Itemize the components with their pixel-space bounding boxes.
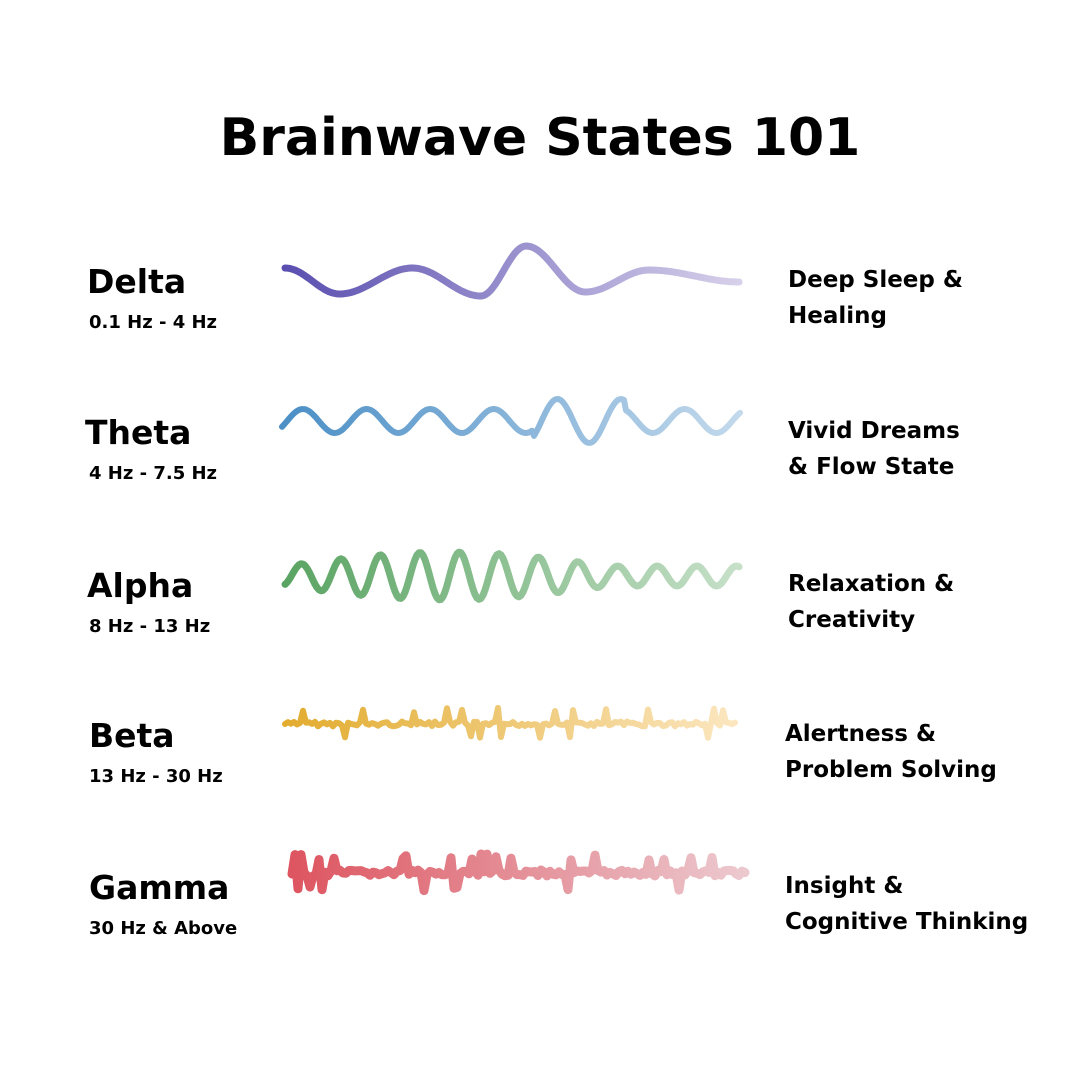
wave-line xyxy=(282,704,738,741)
desc-line: Alertness & xyxy=(785,721,937,747)
state-description: Alertness & Problem Solving xyxy=(785,716,997,788)
gamma-wave xyxy=(287,849,750,896)
beta-wave xyxy=(282,704,738,741)
state-name: Alpha xyxy=(87,566,194,605)
state-description: Relaxation & Creativity xyxy=(788,566,954,638)
state-row-theta: Theta 4 Hz - 7.5 Hz Vivid Dreams & Flow S… xyxy=(0,396,1080,533)
desc-line: Healing xyxy=(788,303,887,329)
state-name: Gamma xyxy=(89,868,230,907)
desc-line: Relaxation & xyxy=(788,571,955,597)
state-row-beta: Beta 13 Hz - 30 Hz Alertness & Problem So… xyxy=(0,704,1080,836)
state-name: Theta xyxy=(85,413,192,452)
desc-line: Insight & xyxy=(785,873,904,899)
desc-line: Problem Solving xyxy=(785,757,997,783)
state-row-delta: Delta 0.1 Hz - 4 Hz Deep Sleep & Healing xyxy=(0,242,1080,382)
theta-wave xyxy=(279,396,743,446)
state-name: Beta xyxy=(89,716,175,755)
desc-line: & Flow State xyxy=(788,454,955,480)
state-description: Deep Sleep & Healing xyxy=(788,262,963,334)
state-frequency-range: 13 Hz - 30 Hz xyxy=(89,766,223,787)
wave-line xyxy=(279,396,743,446)
state-description: Vivid Dreams & Flow State xyxy=(788,413,960,485)
state-row-gamma: Gamma 30 Hz & Above Insight & Cognitive T… xyxy=(0,849,1080,988)
desc-line: Creativity xyxy=(788,607,916,633)
state-frequency-range: 4 Hz - 7.5 Hz xyxy=(89,463,218,484)
wave-line xyxy=(287,849,750,896)
desc-line: Vivid Dreams xyxy=(788,418,960,444)
wave-line xyxy=(281,548,743,604)
state-frequency-range: 30 Hz & Above xyxy=(89,918,238,939)
state-frequency-range: 0.1 Hz - 4 Hz xyxy=(89,312,218,333)
desc-line: Cognitive Thinking xyxy=(785,909,1029,935)
delta-wave xyxy=(281,242,743,300)
state-frequency-range: 8 Hz - 13 Hz xyxy=(89,616,211,637)
alpha-wave xyxy=(281,548,743,604)
state-row-alpha: Alpha 8 Hz - 13 Hz Relaxation & Creativit… xyxy=(0,548,1080,686)
state-description: Insight & Cognitive Thinking xyxy=(785,868,1028,940)
state-name: Delta xyxy=(87,262,187,301)
wave-line xyxy=(281,242,743,300)
desc-line: Deep Sleep & xyxy=(788,267,963,293)
page-title: Brainwave States 101 xyxy=(219,108,861,168)
